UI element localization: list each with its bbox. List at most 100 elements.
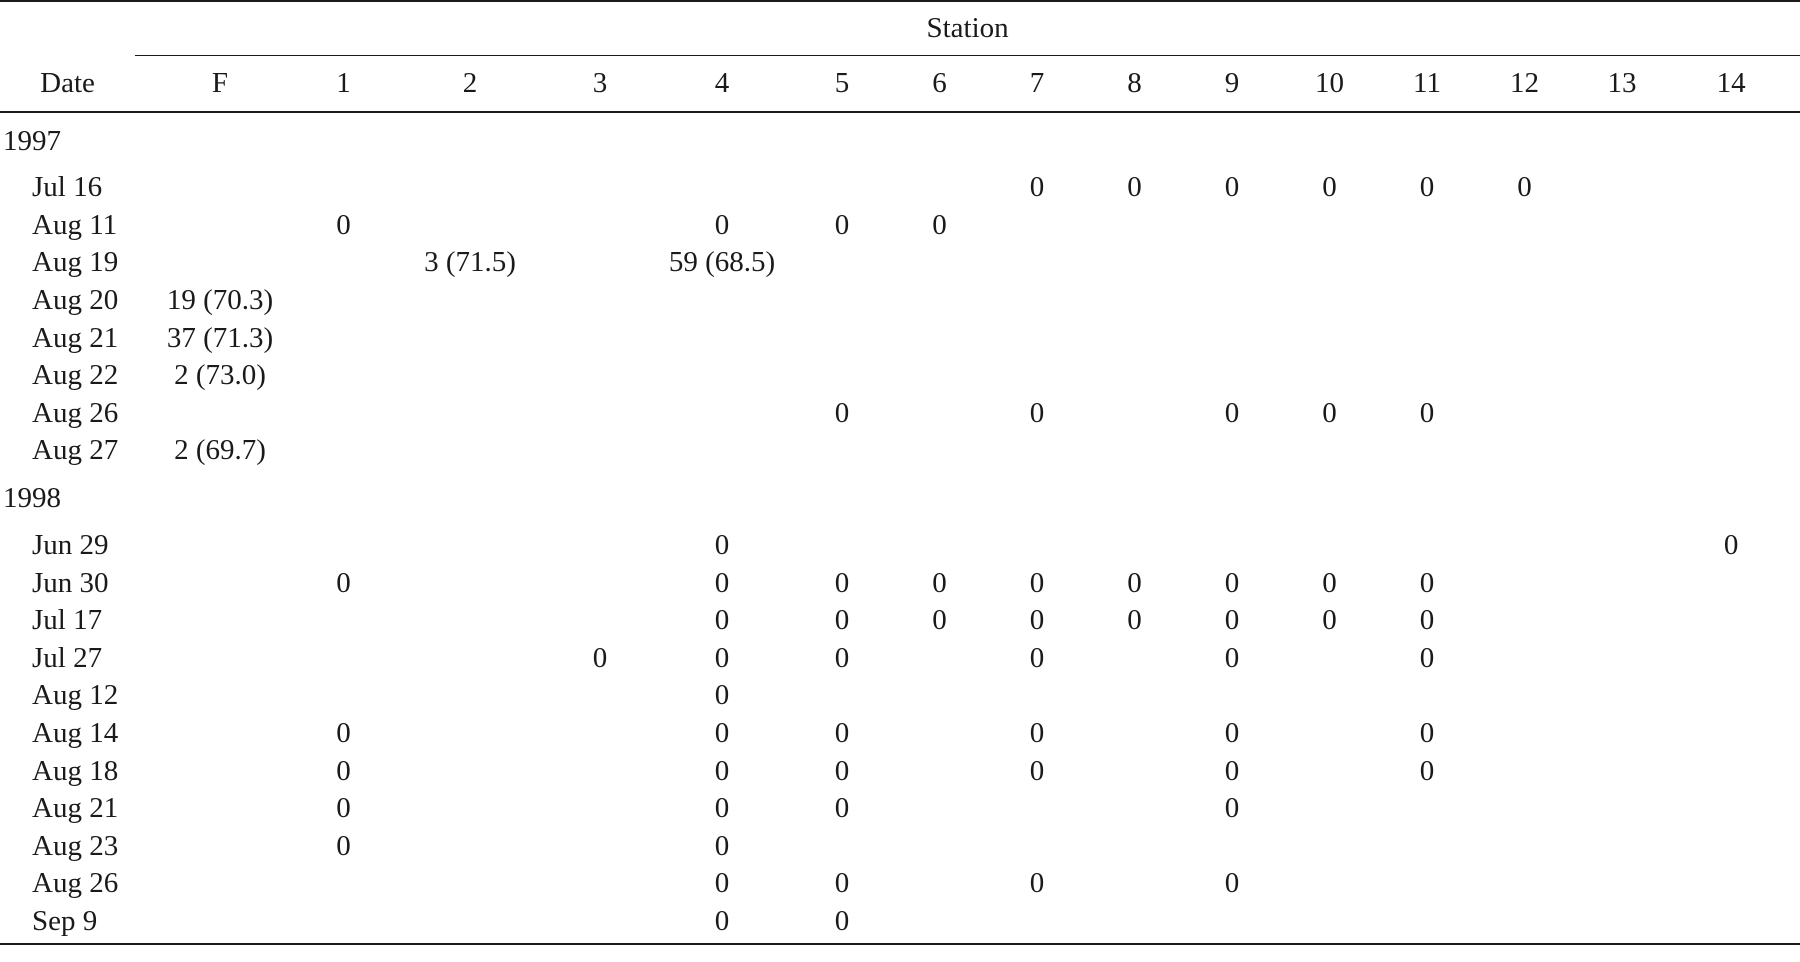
table-cell	[997, 902, 1077, 946]
table-cell	[305, 902, 382, 946]
year-row: 1998	[0, 470, 1800, 527]
table-cell	[558, 902, 642, 946]
column-header-station: 13	[1582, 55, 1662, 113]
table-cell	[1582, 865, 1662, 903]
table-cell	[1662, 319, 1800, 357]
table-cell	[1192, 677, 1272, 715]
table-cell	[1467, 677, 1582, 715]
table-cell	[1467, 790, 1582, 828]
table-cell	[802, 432, 882, 470]
table-cell	[135, 790, 305, 828]
table-cell	[997, 207, 1077, 245]
table-cell	[382, 790, 558, 828]
table-cell	[882, 527, 997, 565]
table-cell	[135, 902, 305, 946]
table-cell	[1582, 207, 1662, 245]
column-header-station: 12	[1467, 55, 1582, 113]
table-cell: 0	[932, 208, 947, 241]
table-row: Aug 26 0 0 0 0 0	[0, 395, 1800, 433]
table-cell	[1077, 207, 1192, 245]
table-cell	[558, 169, 642, 207]
table-cell	[1272, 282, 1387, 320]
column-header-station: 1	[305, 55, 382, 113]
column-header-station: 10	[1272, 55, 1387, 113]
table-cell: 0	[932, 604, 947, 637]
table-cell	[558, 244, 642, 282]
table-cell: 0	[714, 829, 730, 862]
table-cell	[1662, 169, 1800, 207]
table-cell	[558, 319, 642, 357]
column-header-station: 14	[1662, 55, 1800, 113]
table-cell	[1077, 752, 1192, 790]
table-cell	[382, 357, 558, 395]
table-cell	[1272, 207, 1387, 245]
table-cell	[305, 395, 382, 433]
table-cell: 0	[1127, 171, 1142, 204]
table-cell: 3 (71.5)	[424, 246, 516, 279]
table-cell	[558, 395, 642, 433]
column-header-station: 7	[997, 55, 1077, 113]
table-cell	[1077, 902, 1192, 946]
table-cell	[382, 752, 558, 790]
table-cell: 0	[1224, 754, 1240, 787]
table-cell: 0	[834, 792, 850, 825]
column-header-date: Date	[0, 55, 135, 113]
table-cell	[1467, 207, 1582, 245]
table-cell: 0	[1224, 171, 1240, 204]
table-cell: 0	[1224, 604, 1240, 637]
table-cell	[1192, 244, 1272, 282]
table-cell	[558, 207, 642, 245]
date-cell: Jul 27	[32, 641, 103, 674]
table-cell	[1387, 207, 1467, 245]
table-cell	[882, 244, 997, 282]
table-cell	[305, 640, 382, 678]
table-cell: 0	[1029, 396, 1045, 429]
table-cell	[1662, 902, 1800, 946]
table-cell	[882, 790, 997, 828]
table-cell	[1582, 395, 1662, 433]
table-cell: 0	[1224, 717, 1240, 750]
date-cell: Aug 12	[32, 679, 119, 712]
table-cell	[1662, 602, 1800, 640]
table-cell	[305, 169, 382, 207]
table-cell: 0	[336, 566, 351, 599]
table-cell	[305, 319, 382, 357]
table-cell: 0	[834, 566, 850, 599]
year-row: 1997	[0, 112, 1800, 169]
table-cell	[997, 432, 1077, 470]
table-cell	[997, 677, 1077, 715]
table-cell	[1582, 432, 1662, 470]
table-cell	[1077, 432, 1192, 470]
table-cell	[135, 207, 305, 245]
table-cell	[1582, 902, 1662, 946]
table-cell: 0	[336, 792, 351, 825]
table-cell: 0	[714, 792, 730, 825]
table-cell	[1077, 865, 1192, 903]
column-header-station: 8	[1077, 55, 1192, 113]
table-cell	[642, 432, 802, 470]
date-cell: Aug 20	[32, 284, 119, 317]
table-row: Jul 17 0 0 0 0 0 0 0 0	[0, 602, 1800, 640]
table-cell	[997, 790, 1077, 828]
table-cell	[558, 715, 642, 753]
table-cell	[305, 677, 382, 715]
table-cell	[1662, 790, 1800, 828]
table-cell: 2 (73.0)	[174, 359, 266, 392]
table-cell	[382, 677, 558, 715]
table-cell	[382, 602, 558, 640]
table-cell: 0	[1723, 529, 1739, 562]
table-cell: 0	[1322, 396, 1337, 429]
table-cell	[1467, 865, 1582, 903]
table-cell	[1467, 902, 1582, 946]
date-cell: Aug 26	[32, 867, 119, 900]
table-cell: 0	[834, 754, 850, 787]
date-cell: Aug 19	[32, 246, 119, 279]
table-cell	[1387, 677, 1467, 715]
table-cell	[1662, 564, 1800, 602]
table-cell	[642, 395, 802, 433]
table-cell	[1582, 282, 1662, 320]
table-cell	[1387, 527, 1467, 565]
column-header-station: 4	[642, 55, 802, 113]
table-cell: 0	[1127, 604, 1142, 637]
